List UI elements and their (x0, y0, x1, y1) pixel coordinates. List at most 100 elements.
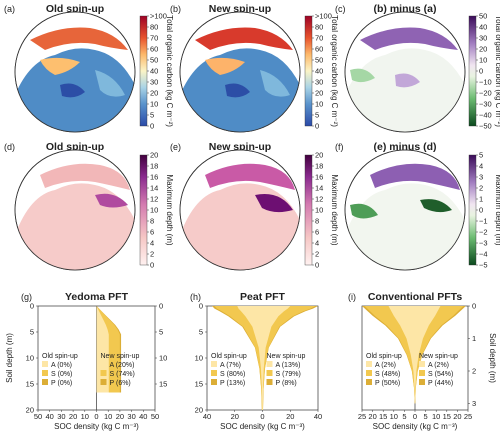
old-area-A (237, 306, 263, 410)
x-tick-label: 50 (151, 412, 159, 421)
colorbar-diff-f: 5 4 3 2 1 0 −1 −2 −3 −4 −5 Maximum depth (m) (468, 151, 500, 270)
panel-title: (e) minus (d) (374, 141, 437, 153)
y-tick-label: 10 (195, 354, 203, 363)
new-legend-item: P (6%) (110, 380, 131, 387)
colorbar-ticks: 5 4 3 2 1 0 −1 −2 −3 −4 −5 Maximum depth (m) (476, 151, 500, 270)
old-area-S (364, 306, 415, 404)
colorbar-tick-label: >100 (315, 12, 332, 21)
new-area-A (415, 306, 441, 404)
colorbar-tick-label: 2 (479, 184, 483, 193)
colorbar-label: Maximum depth (m) (330, 174, 339, 245)
colorbar-tick-label: 16 (150, 173, 158, 182)
x-tick-label: 40 (314, 412, 322, 421)
colorbar-tick-label: −50 (479, 122, 492, 131)
colorbar-label: Maximum depth (m) (165, 174, 174, 245)
x-tick-label: 40 (203, 412, 211, 421)
panel-label: (b) (170, 4, 181, 14)
new-legend-swatch (419, 379, 425, 385)
x-tick-label: 10 (432, 412, 440, 421)
colorbar-tick-label: 1 (479, 195, 483, 204)
x-tick-label: 15 (443, 412, 451, 421)
y-axis-label-left: Soil depth (m) (5, 333, 14, 383)
colorbar-tick-label: 14 (315, 184, 323, 193)
y-tick-label: 5 (199, 328, 203, 337)
colorbar-tick-label: 10 (150, 206, 158, 215)
old-legend-item: P (0%) (51, 380, 72, 387)
colorbar-label: Total organic carbon (kg C m⁻²) (330, 15, 339, 127)
colorbar-tick-label: 2 (150, 250, 154, 259)
colorbar-tick-label: 5 (150, 111, 154, 120)
colorbar-tick-label: −4 (479, 250, 488, 259)
colorbar-tick-label: −5 (479, 261, 488, 270)
y-tick-label: 15 (195, 380, 203, 389)
colorbar-tick-label: 50 (479, 12, 487, 21)
x-tick-label: 0 (94, 412, 98, 421)
old-area-A (388, 306, 415, 404)
map-land (15, 163, 135, 270)
panel-label: (a) (4, 4, 15, 14)
new-area-S (415, 306, 464, 404)
y-tick-label: 15 (26, 380, 34, 389)
colorbar-tick-label: 40 (315, 67, 323, 76)
new-area-S (262, 306, 316, 410)
colorbar-tick-label: 0 (315, 122, 319, 131)
old-legend-item: A (0%) (51, 362, 72, 369)
panel-title: New spin-up (209, 3, 271, 15)
map-panel-d: (d) Old spin-up (4, 141, 136, 271)
x-tick-label: 10 (81, 412, 89, 421)
colorbar-tick-label: >100 (150, 12, 167, 21)
colorbar-tick-label: 80 (315, 23, 323, 32)
x-axis-label: SOC density (kg C m⁻³) (220, 422, 305, 431)
colorbar-tick-label: 10 (315, 100, 323, 109)
panel-label: (h) (190, 292, 201, 302)
map-land (180, 27, 300, 132)
colorbar-tick-label: 2 (315, 250, 319, 259)
x-tick-label: 20 (69, 412, 77, 421)
old-legend-swatch (366, 361, 372, 367)
map-panel-f: (f) (e) minus (d) (335, 141, 466, 271)
panel-title: Old spin-up (46, 3, 104, 15)
colorbar-tick-label: 50 (315, 56, 323, 65)
y-right-tick-label: 5 (159, 328, 163, 337)
new-legend-swatch (100, 370, 107, 376)
colorbar-tick-label: 18 (315, 162, 323, 171)
colorbar-tick-label: 16 (315, 173, 323, 182)
y-tick-label: 20 (26, 406, 34, 415)
map-panel-b: (b) New spin-up (170, 3, 301, 133)
old-legend-item: P (50%) (375, 380, 400, 387)
colorbar-label: Maximum depth (m) (494, 174, 500, 245)
colorbar-tick-label: 60 (315, 45, 323, 54)
old-legend-title: Old spin-up (42, 353, 78, 360)
y-tick-label: 2 (472, 367, 476, 376)
new-legend-swatch (419, 361, 425, 367)
map-land (15, 27, 135, 132)
colorbar-tick-label: 0 (315, 261, 319, 270)
x-tick-label: 0 (413, 412, 417, 421)
colorbar-tick-label: −1 (479, 217, 488, 226)
x-tick-label: 20 (231, 412, 239, 421)
new-legend-item: S (79%) (276, 371, 301, 378)
colorbar-tick-label: 70 (150, 34, 158, 43)
x-tick-label: 30 (57, 412, 65, 421)
panel-label: (e) (170, 142, 181, 152)
colorbar-tick-label: 4 (150, 239, 154, 248)
y-right-tick-label: 0 (159, 302, 163, 311)
x-tick-label: 10 (104, 412, 112, 421)
panel-title: (b) minus (a) (374, 3, 437, 15)
x-tick-label: 5 (402, 412, 406, 421)
colorbar-tick-label: 40 (479, 23, 487, 32)
new-legend-swatch (100, 379, 107, 385)
old-legend-swatch (42, 370, 48, 376)
x-axis-label: SOC density (kg C m⁻³) (373, 422, 458, 431)
x-tick-label: 50 (34, 412, 42, 421)
x-tick-label: 5 (424, 412, 428, 421)
colorbar-tick-label: 30 (315, 78, 323, 87)
x-axis-label: SOC density (kg C m⁻³) (54, 422, 139, 431)
